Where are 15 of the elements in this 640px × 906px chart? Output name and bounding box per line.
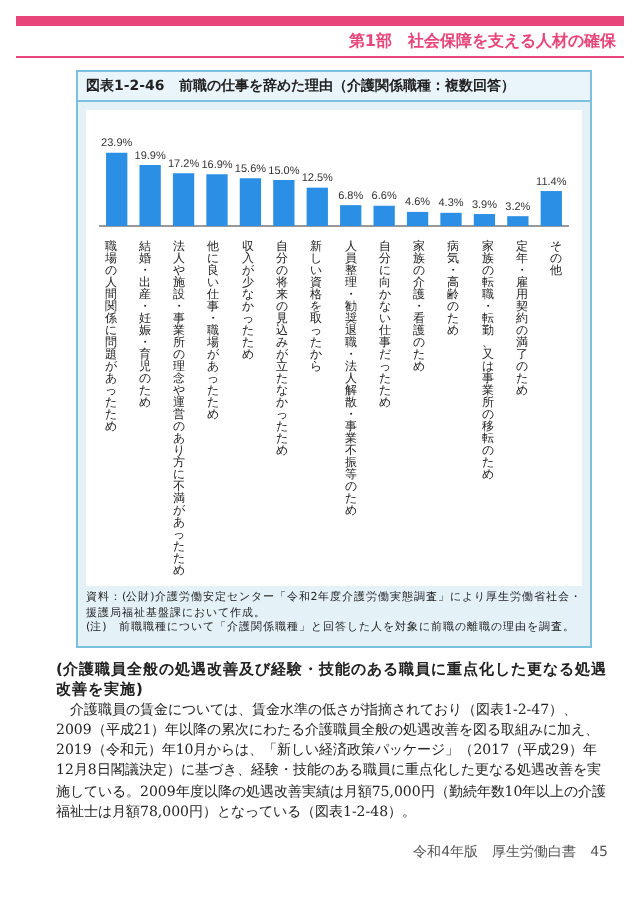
bar <box>106 152 128 226</box>
bar <box>306 187 328 226</box>
bar <box>340 205 362 226</box>
bar <box>206 174 228 226</box>
bar <box>172 173 195 226</box>
bar <box>507 216 529 226</box>
bar <box>273 180 295 226</box>
bar <box>373 205 395 226</box>
bar <box>406 211 429 226</box>
bar <box>440 212 462 226</box>
bar <box>239 178 262 226</box>
bar <box>540 191 562 226</box>
text: 第1部 社会保障を支える人材の確保 <box>16 16 624 58</box>
bar <box>139 164 161 226</box>
bar <box>473 214 496 226</box>
